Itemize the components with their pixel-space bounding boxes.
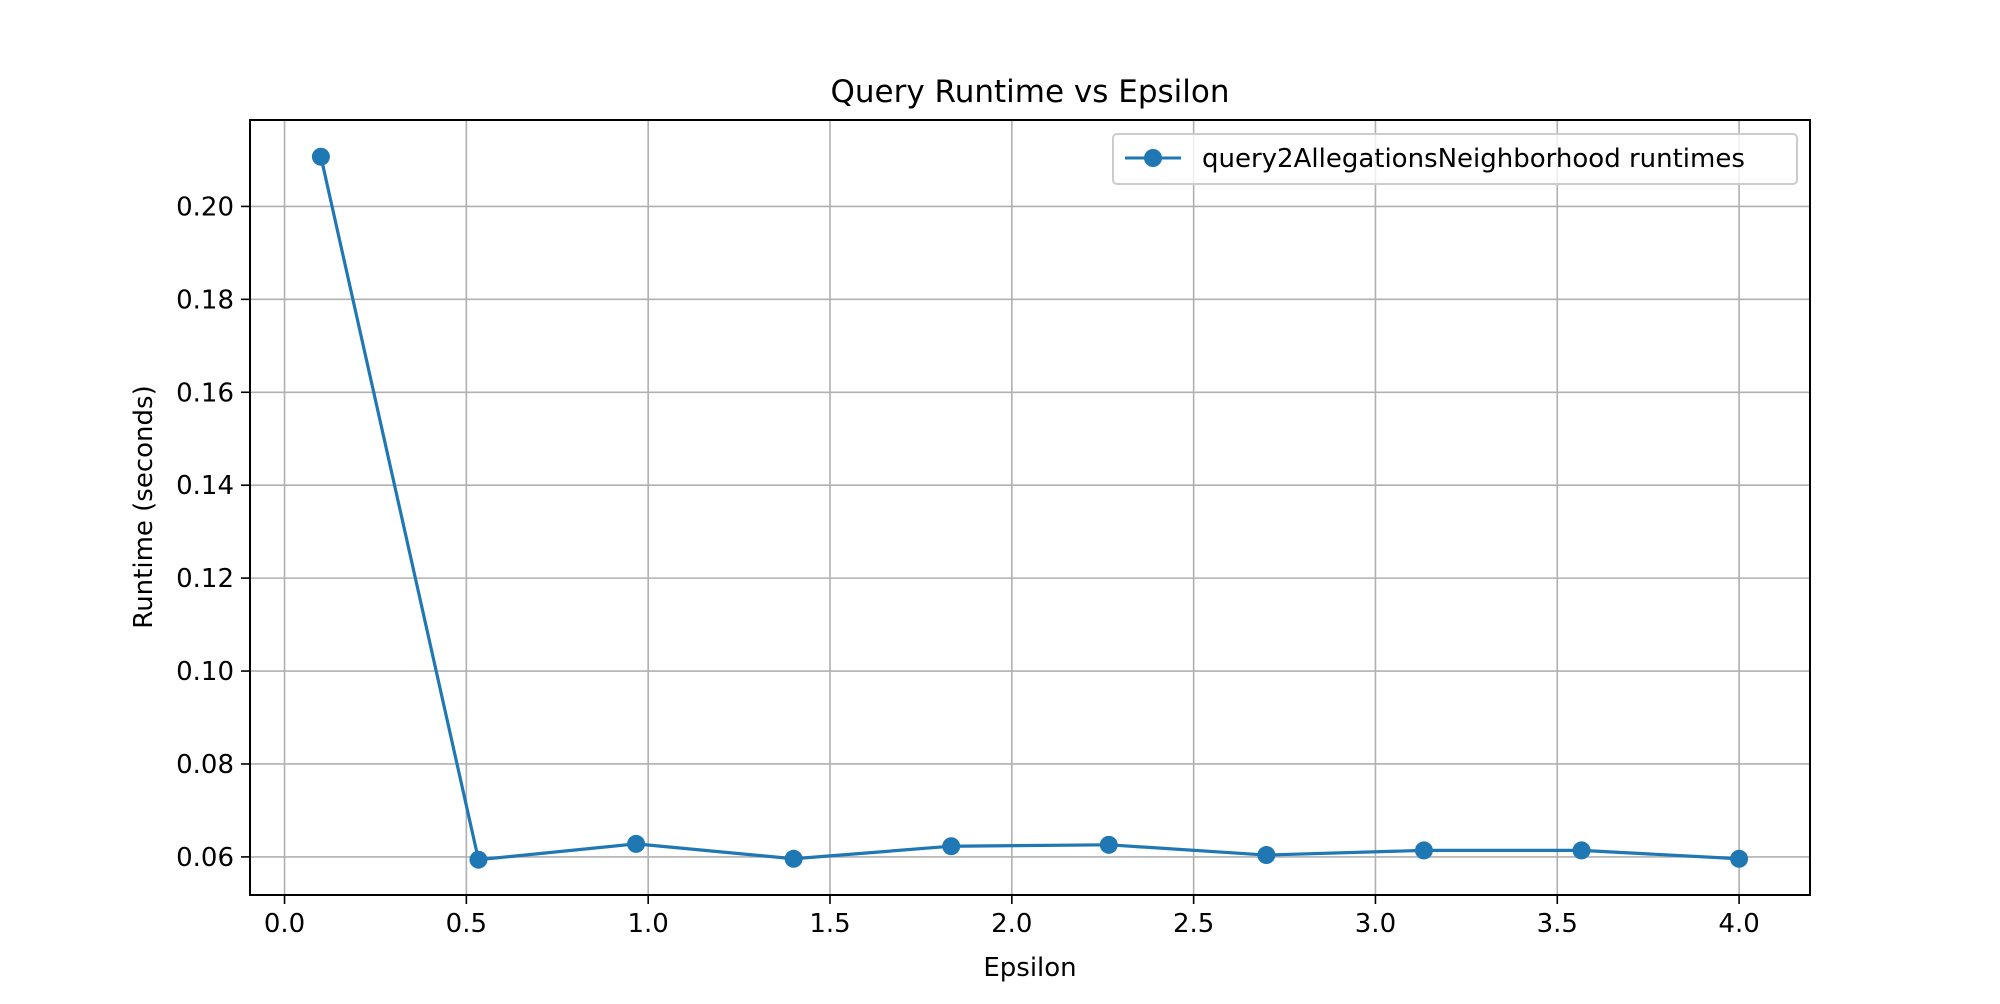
data-point <box>942 837 961 856</box>
legend-label: query2AllegationsNeighborhood runtimes <box>1202 144 1745 174</box>
data-point <box>1414 841 1433 860</box>
x-tick-label: 2.5 <box>1173 909 1214 939</box>
y-axis-label: Runtime (seconds) <box>129 385 159 628</box>
data-point <box>469 850 488 869</box>
y-tick-label: 0.16 <box>176 378 234 408</box>
x-tick-label: 0.5 <box>446 909 487 939</box>
legend-marker <box>1144 149 1162 167</box>
chart-title: Query Runtime vs Epsilon <box>830 74 1229 110</box>
series-layer <box>311 147 1749 869</box>
data-point <box>1099 835 1118 854</box>
data-point <box>1257 846 1276 865</box>
legend-box <box>1112 133 1798 185</box>
axes: 0.0 0.5 1.0 1.5 2.0 2.5 3.0 3.5 4.0 0.06 0.08 0.10 0… <box>176 192 1760 939</box>
x-tick-label: 1.0 <box>628 909 669 939</box>
y-tick-label: 0.08 <box>176 750 234 780</box>
x-tick-label: 0.0 <box>264 909 305 939</box>
data-point <box>1572 841 1591 860</box>
y-tick-label: 0.14 <box>176 471 234 501</box>
y-tick-label: 0.06 <box>176 843 234 873</box>
grid <box>250 120 1810 895</box>
y-tick-label: 0.20 <box>176 192 234 222</box>
y-tick-label: 0.12 <box>176 564 234 594</box>
data-point <box>627 834 646 853</box>
x-tick-label: 1.5 <box>809 909 850 939</box>
x-tick-label: 2.0 <box>991 909 1032 939</box>
x-tick-label: 3.0 <box>1355 909 1396 939</box>
data-point <box>1730 849 1749 868</box>
series-line <box>319 156 1740 862</box>
x-tick-label: 3.5 <box>1537 909 1578 939</box>
x-tick-label: 4.0 <box>1718 909 1759 939</box>
data-point <box>784 849 803 868</box>
y-tick-label: 0.10 <box>176 657 234 687</box>
plot-frame <box>249 119 1811 896</box>
y-tick-label: 0.18 <box>176 285 234 315</box>
x-axis-label: Epsilon <box>983 953 1076 983</box>
legend: query2AllegationsNeighborhood runtimes <box>1112 133 1798 185</box>
data-point <box>311 147 330 166</box>
